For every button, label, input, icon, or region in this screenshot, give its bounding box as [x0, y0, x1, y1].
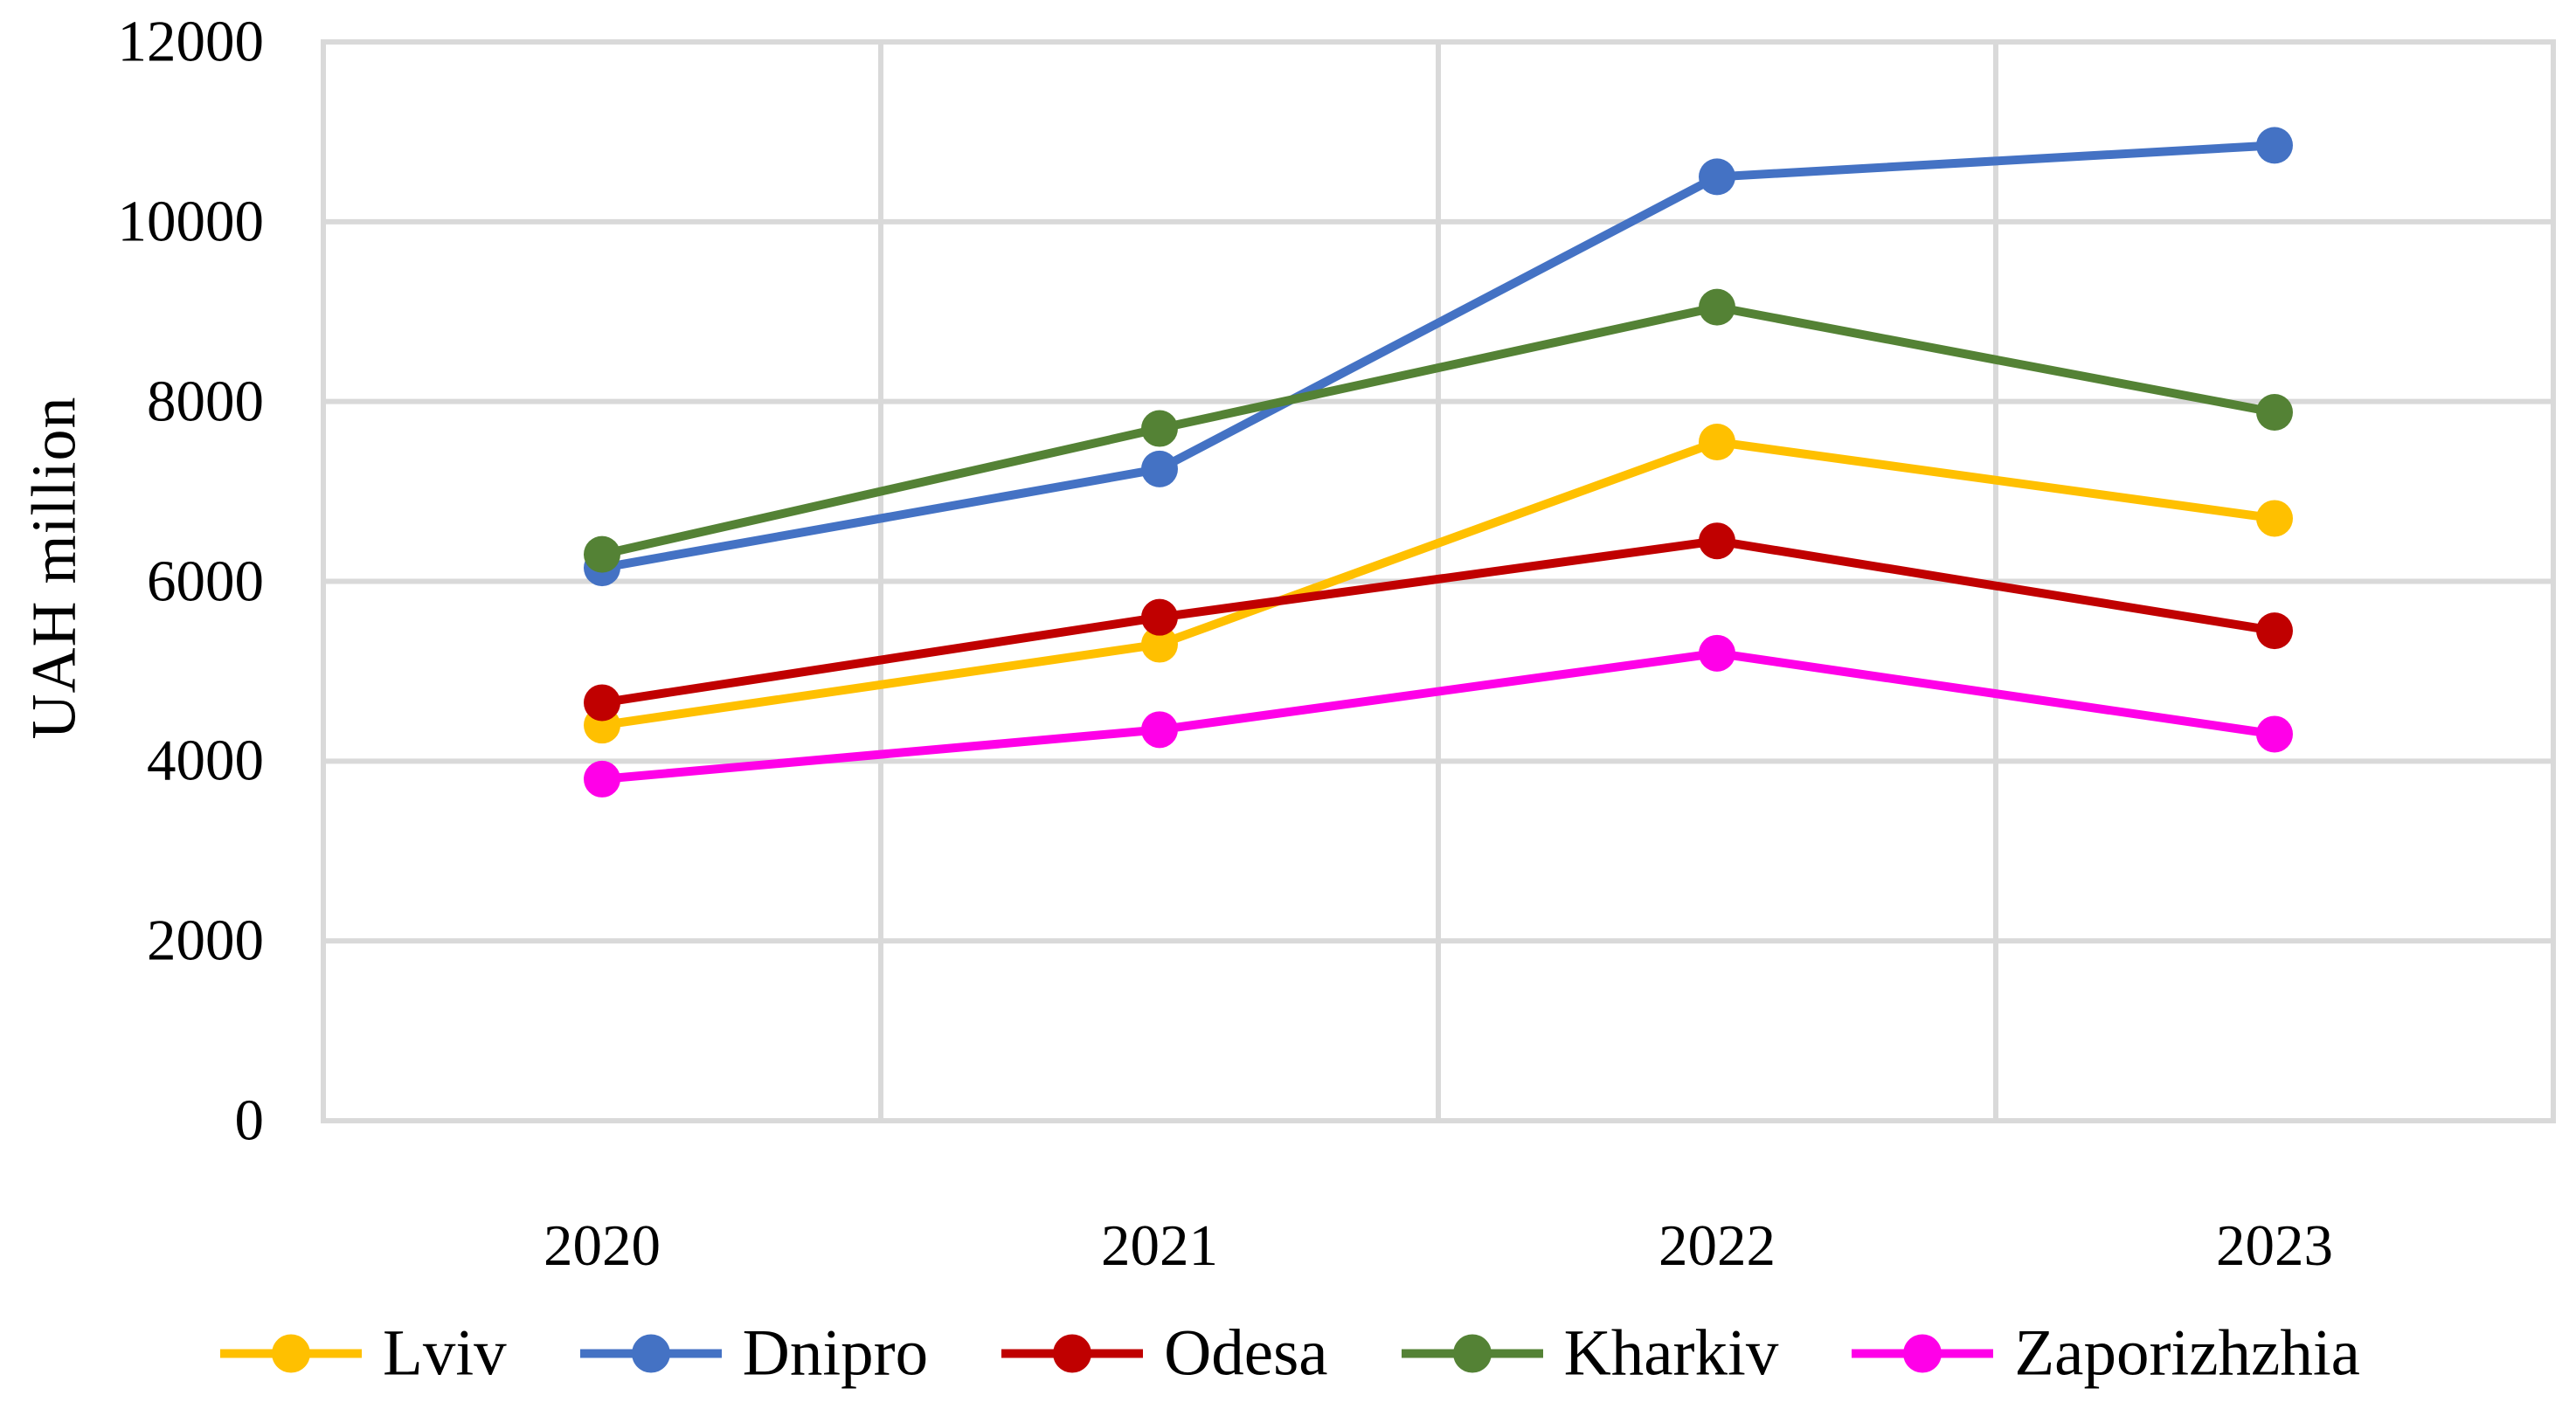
data-point-kharkiv-2020 — [584, 535, 620, 573]
series-line-dnipro — [601, 141, 2275, 572]
data-point-zaporizhzhia-2022 — [1699, 634, 1735, 672]
legend-marker-icon-zaporizhzhia — [1852, 1333, 1994, 1373]
data-point-odesa-2020 — [584, 684, 620, 722]
legend-item-dnipro: Dnipro — [579, 1316, 929, 1390]
legend-marker-icon-kharkiv — [1401, 1333, 1543, 1373]
legend-dot-zaporizhzhia — [1903, 1334, 1942, 1372]
data-point-lviv-2022 — [1699, 423, 1735, 460]
series-line-kharkiv — [600, 302, 2275, 559]
data-point-kharkiv-2021 — [1141, 410, 1178, 447]
legend-dot-kharkiv — [1452, 1334, 1492, 1372]
data-point-lviv-2021 — [1141, 625, 1178, 663]
data-point-lviv-2023 — [2256, 500, 2293, 537]
data-point-zaporizhzhia-2020 — [584, 760, 620, 798]
legend-dot-odesa — [1053, 1334, 1092, 1372]
data-point-odesa-2023 — [2256, 612, 2293, 650]
data-point-odesa-2022 — [1699, 522, 1735, 560]
legend-label-kharkiv: Kharkiv — [1563, 1316, 1779, 1390]
legend-item-kharkiv: Kharkiv — [1401, 1316, 1779, 1390]
legend-dot-dnipro — [631, 1334, 670, 1372]
x-tick-label-2020: 2020 — [544, 1213, 661, 1278]
y-axis-title: UAH million — [18, 396, 89, 740]
legend: Lviv Dnipro Odesa Kharkiv Zaporizhzhia — [220, 1321, 2360, 1386]
legend-dot-lviv — [272, 1334, 310, 1372]
legend-item-odesa: Odesa — [1001, 1316, 1328, 1390]
y-tick-label-0: 0 — [234, 1088, 265, 1153]
legend-marker-icon-odesa — [1001, 1333, 1144, 1373]
data-point-dnipro-2023 — [2256, 127, 2293, 164]
y-tick-label-12000: 12000 — [117, 9, 265, 74]
plot-border — [321, 39, 2556, 1123]
data-point-odesa-2021 — [1141, 598, 1178, 636]
legend-label-zaporizhzhia: Zaporizhzhia — [2014, 1316, 2360, 1390]
series-line-zaporizhzhia — [601, 648, 2275, 784]
data-point-dnipro-2021 — [1141, 450, 1178, 487]
x-tick-label-2021: 2021 — [1101, 1213, 1218, 1278]
y-tick-label-4000: 4000 — [147, 728, 264, 793]
legend-label-lviv: Lviv — [383, 1316, 507, 1390]
legend-marker-icon-lviv — [220, 1333, 362, 1373]
y-tick-label-8000: 8000 — [147, 369, 264, 434]
data-point-zaporizhzhia-2023 — [2256, 715, 2293, 753]
data-point-dnipro-2022 — [1699, 158, 1735, 196]
series-line-lviv — [601, 437, 2275, 730]
legend-label-dnipro: Dnipro — [742, 1316, 929, 1390]
legend-label-odesa: Odesa — [1164, 1316, 1328, 1390]
y-tick-label-6000: 6000 — [147, 549, 264, 613]
legend-item-zaporizhzhia: Zaporizhzhia — [1852, 1321, 2360, 1386]
data-point-kharkiv-2022 — [1699, 288, 1735, 326]
y-tick-label-10000: 10000 — [117, 189, 265, 254]
legend-marker-icon-dnipro — [579, 1333, 722, 1373]
x-tick-label-2023: 2023 — [2216, 1213, 2333, 1278]
x-tick-label-2022: 2022 — [1658, 1213, 1776, 1278]
data-point-zaporizhzhia-2021 — [1141, 711, 1178, 749]
series-line-odesa — [601, 536, 2275, 708]
data-point-kharkiv-2023 — [2256, 394, 2293, 432]
y-tick-label-2000: 2000 — [147, 908, 264, 973]
legend-item-lviv: Lviv — [220, 1321, 507, 1386]
